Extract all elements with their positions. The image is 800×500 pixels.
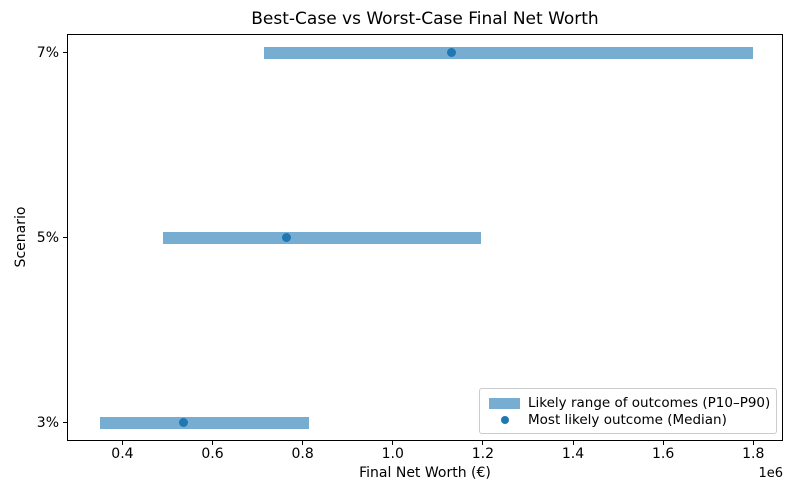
x-tick-label: 1.6	[652, 446, 675, 462]
y-tick-label: 5%	[36, 229, 59, 246]
median-dot	[282, 233, 292, 242]
likely-range-bar	[99, 416, 310, 429]
x-tick-mark	[392, 441, 394, 445]
y-tick-mark	[63, 52, 67, 53]
median-dot	[178, 418, 188, 427]
x-tick-mark	[302, 441, 304, 445]
x-tick-mark	[482, 441, 484, 445]
legend: Likely range of outcomes (P10–P90) Most …	[479, 388, 777, 434]
legend-item-median: Most likely outcome (Median)	[489, 412, 768, 429]
plot-area: Likely range of outcomes (P10–P90) Most …	[67, 34, 783, 441]
x-tick-label: 0.4	[111, 446, 134, 462]
x-tick-mark	[572, 441, 574, 445]
likely-range-bar	[264, 46, 754, 59]
legend-item-range: Likely range of outcomes (P10–P90)	[489, 395, 771, 412]
x-tick-mark	[662, 441, 664, 445]
y-tick-mark	[63, 237, 67, 238]
x-tick-label: 0.6	[201, 446, 224, 462]
x-tick-label: 1.4	[561, 446, 585, 462]
legend-swatch-column	[489, 415, 520, 424]
x-tick-mark	[752, 441, 754, 445]
x-axis-label: Final Net Worth (€)	[359, 465, 491, 481]
x-tick-label: 1.0	[381, 446, 404, 462]
x-axis-offset-label: 1e6	[758, 466, 783, 481]
y-tick-mark	[63, 422, 67, 423]
likely-range-bar	[162, 231, 481, 244]
chart-title: Best-Case vs Worst-Case Final Net Worth	[251, 9, 599, 29]
legend-median-label: Most likely outcome (Median)	[528, 411, 727, 428]
x-tick-label: 0.8	[291, 446, 314, 462]
median-dot-icon	[500, 415, 509, 424]
y-tick-label: 7%	[36, 44, 59, 61]
y-tick-label: 3%	[36, 414, 59, 431]
x-tick-mark	[212, 441, 214, 445]
x-tick-label: 1.8	[742, 446, 765, 462]
median-dot	[446, 48, 456, 57]
x-tick-label: 1.2	[471, 446, 495, 462]
range-swatch-icon	[489, 397, 520, 409]
legend-range-label: Likely range of outcomes (P10–P90)	[528, 395, 771, 412]
legend-swatch-column	[489, 397, 520, 409]
x-tick-mark	[121, 441, 123, 445]
